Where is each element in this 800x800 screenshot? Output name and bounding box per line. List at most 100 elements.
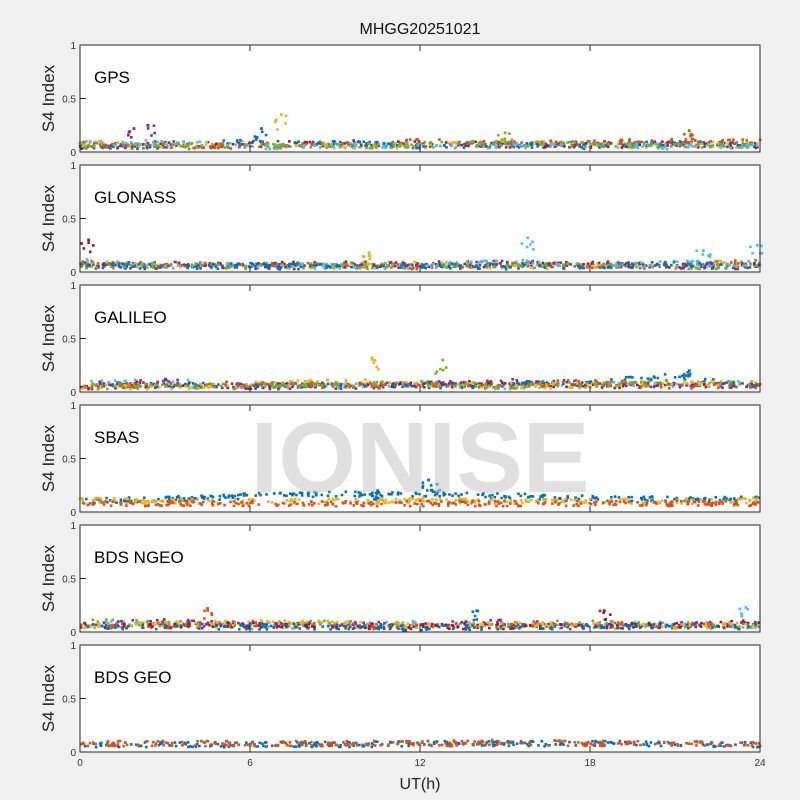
data-point xyxy=(733,264,736,268)
data-point xyxy=(287,504,291,507)
peak-point xyxy=(260,127,263,130)
data-point xyxy=(513,264,516,268)
data-point xyxy=(597,382,600,386)
data-point xyxy=(200,146,204,150)
data-point xyxy=(621,384,625,388)
y-tick-label: 0 xyxy=(70,508,76,519)
data-point xyxy=(645,501,649,505)
data-point xyxy=(362,501,366,505)
data-point xyxy=(171,501,175,505)
data-point xyxy=(217,622,220,626)
data-point xyxy=(270,264,274,267)
data-point xyxy=(350,384,354,388)
data-point xyxy=(349,143,353,146)
data-point xyxy=(629,375,632,379)
data-point xyxy=(549,139,553,142)
data-point xyxy=(81,497,84,501)
data-point xyxy=(149,383,153,386)
data-point xyxy=(724,499,728,503)
data-point xyxy=(291,493,294,497)
data-point xyxy=(447,262,451,266)
data-point xyxy=(549,144,552,148)
data-point xyxy=(482,492,485,495)
data-point xyxy=(390,385,394,389)
data-point xyxy=(304,379,307,383)
data-point xyxy=(353,490,357,494)
data-point xyxy=(379,384,382,387)
data-point xyxy=(241,264,245,267)
data-point xyxy=(264,133,268,137)
peak-point xyxy=(376,489,379,493)
data-point xyxy=(170,498,173,502)
data-point xyxy=(530,380,534,384)
data-point xyxy=(650,142,653,146)
data-point xyxy=(305,620,309,624)
data-point xyxy=(150,262,153,265)
data-point xyxy=(698,267,701,271)
data-point xyxy=(464,620,467,623)
peak-point xyxy=(755,243,759,247)
data-point xyxy=(328,490,331,494)
data-point xyxy=(266,143,269,146)
data-point xyxy=(174,498,178,502)
data-point xyxy=(312,382,316,385)
data-point xyxy=(595,144,599,148)
data-point xyxy=(732,500,735,504)
data-point xyxy=(524,624,528,627)
data-point xyxy=(205,140,208,144)
data-point xyxy=(93,141,96,145)
data-point xyxy=(736,265,740,269)
data-point xyxy=(703,266,706,270)
data-point xyxy=(438,497,442,501)
data-point xyxy=(520,141,523,144)
data-point xyxy=(680,499,683,503)
data-point xyxy=(738,145,742,149)
data-point xyxy=(711,381,715,385)
data-point xyxy=(109,147,112,150)
data-point xyxy=(510,386,513,390)
data-point xyxy=(736,379,740,383)
data-point xyxy=(614,499,618,503)
data-point xyxy=(525,142,529,145)
data-point xyxy=(176,378,179,382)
data-point xyxy=(399,624,403,628)
data-point xyxy=(204,622,208,626)
data-point xyxy=(142,498,145,502)
data-point xyxy=(469,622,473,626)
data-point xyxy=(79,147,83,150)
data-point xyxy=(513,621,517,624)
data-point xyxy=(203,264,207,268)
data-point xyxy=(610,500,614,503)
data-point xyxy=(455,265,458,268)
data-point xyxy=(601,383,604,387)
data-point xyxy=(367,142,370,146)
data-point xyxy=(748,262,752,265)
data-point xyxy=(568,145,571,149)
data-point xyxy=(543,266,547,269)
data-point xyxy=(375,385,378,389)
data-point xyxy=(241,504,245,508)
data-point xyxy=(202,262,206,265)
data-point xyxy=(403,503,406,507)
data-point xyxy=(501,266,504,270)
data-point xyxy=(334,495,338,498)
data-point xyxy=(552,385,555,389)
data-point xyxy=(273,145,276,148)
data-point xyxy=(405,138,409,142)
data-point xyxy=(148,143,152,147)
data-point xyxy=(430,145,434,148)
data-point xyxy=(712,623,716,626)
data-point xyxy=(102,262,106,265)
data-point xyxy=(584,500,587,504)
data-point xyxy=(151,383,155,387)
data-point xyxy=(276,503,280,507)
data-point xyxy=(414,621,417,624)
data-point xyxy=(578,264,581,267)
data-point xyxy=(220,386,224,390)
data-point xyxy=(493,265,496,269)
data-point xyxy=(239,493,242,496)
data-point xyxy=(244,623,248,627)
data-point xyxy=(588,141,591,145)
data-point xyxy=(382,627,386,630)
data-point xyxy=(211,145,215,149)
